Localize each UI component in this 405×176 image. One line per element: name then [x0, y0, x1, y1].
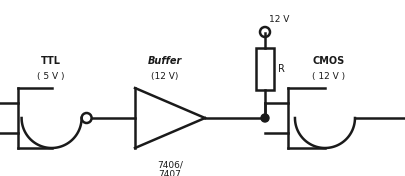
- Text: TTL: TTL: [41, 56, 61, 66]
- Text: CMOS: CMOS: [311, 56, 344, 66]
- Bar: [256, 48, 273, 90]
- Circle shape: [260, 114, 269, 122]
- Text: (12 V): (12 V): [151, 72, 178, 81]
- Text: R: R: [277, 64, 284, 74]
- Text: ( 12 V ): ( 12 V ): [311, 72, 344, 81]
- Text: ( 5 V ): ( 5 V ): [37, 72, 64, 81]
- Text: 7407: 7407: [158, 170, 181, 176]
- Text: 12 V: 12 V: [269, 15, 289, 24]
- Text: Buffer: Buffer: [147, 56, 182, 66]
- Text: 7406/: 7406/: [157, 160, 183, 169]
